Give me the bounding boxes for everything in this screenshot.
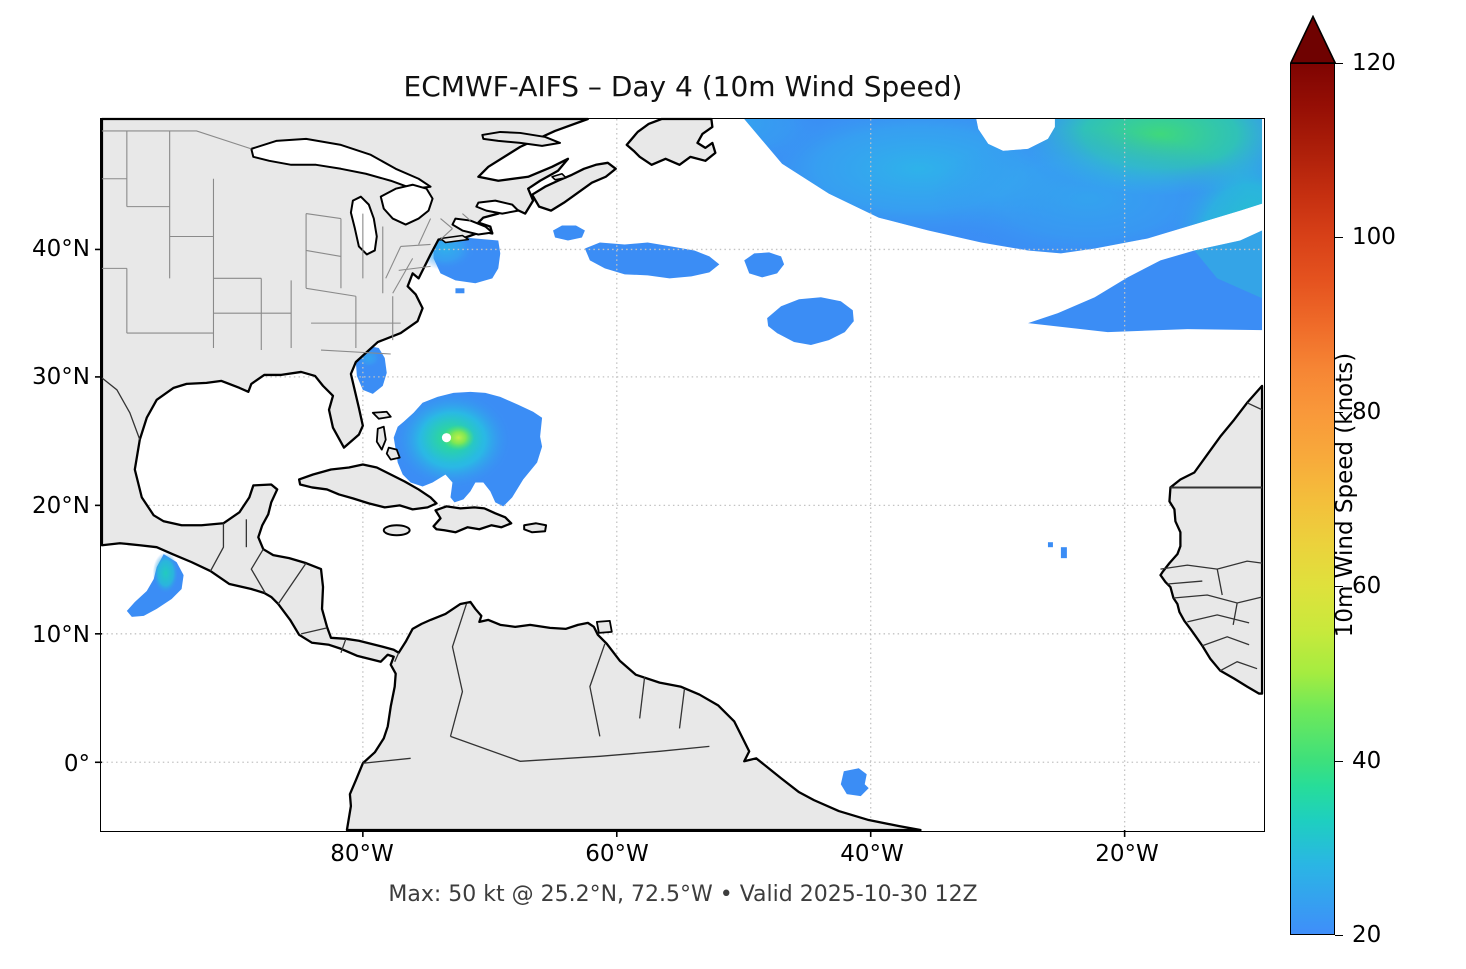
wind-speck-1 [1047,542,1053,548]
wind-speck-2 [1060,547,1067,559]
colorbar-tick [1335,412,1343,413]
lat-tick-30n: 30°N [32,364,90,390]
land-cuba [297,463,438,511]
land-anticosti [481,130,562,147]
map-canvas [94,117,1264,837]
map-axes [94,117,1265,837]
colorbar-tick-80: 80 [1352,399,1382,425]
lat-tick-10n: 10°N [32,622,90,648]
lon-tick-20w: 20°W [1095,841,1159,867]
colorbar-tick-60: 60 [1352,573,1382,599]
great-lakes [250,137,520,256]
axis-ticks [94,248,1126,837]
colorbar-tick [1335,237,1343,238]
colorbar-tick-40: 40 [1352,748,1382,774]
chart-title: ECMWF-AIFS – Day 4 (10m Wind Speed) [403,70,963,103]
land-west-africa [1159,384,1264,695]
wind-swath-tail [1028,230,1263,333]
colorbar: 120 100 80 60 40 20 [1290,15,1466,965]
land-newfoundland [625,117,717,166]
colorbar-tick [1335,63,1343,64]
lat-tick-0: 0° [63,751,90,777]
lat-tick-40n: 40°N [32,236,90,262]
country-borders [101,377,1263,764]
lon-tick-80w: 80°W [330,841,394,867]
land-americas [100,117,922,832]
state-borders [101,130,471,355]
colorbar-tick-20: 20 [1352,922,1382,948]
land-bahamas [371,410,401,461]
cyclone-eye [441,433,452,443]
caption-max-valid: Max: 50 kt @ 25.2°N, 72.5°W • Valid 2025… [388,882,978,907]
wind-patch-elongated [584,242,720,279]
colorbar-extend-arrow [1290,15,1337,64]
colorbar-tick-100: 100 [1352,224,1396,250]
lon-tick-60w: 60°W [585,841,649,867]
lat-tick-20n: 20°N [32,493,90,519]
land-hispaniola [432,505,513,534]
colorbar-axis-label: 10m Wind Speed (knots) [1332,352,1358,638]
land-layer [100,117,1264,832]
land-jamaica [382,524,411,537]
colorbar-tick [1335,761,1343,762]
colorbar-tick [1335,935,1343,936]
land-long-island [439,234,470,244]
colorbar-gradient [1290,63,1335,935]
colorbar-tick [1335,586,1343,587]
land-pei [551,172,567,181]
colorbar-tick-120: 120 [1352,50,1396,76]
land-trinidad [595,619,613,634]
wind-patch-bean [767,297,854,346]
lon-tick-40w: 40°W [840,841,904,867]
wind-patch-small-1 [553,225,585,241]
land-puerto-rico [523,522,548,534]
wind-patch-round [744,252,785,278]
wind-patch-brazil [840,768,869,797]
